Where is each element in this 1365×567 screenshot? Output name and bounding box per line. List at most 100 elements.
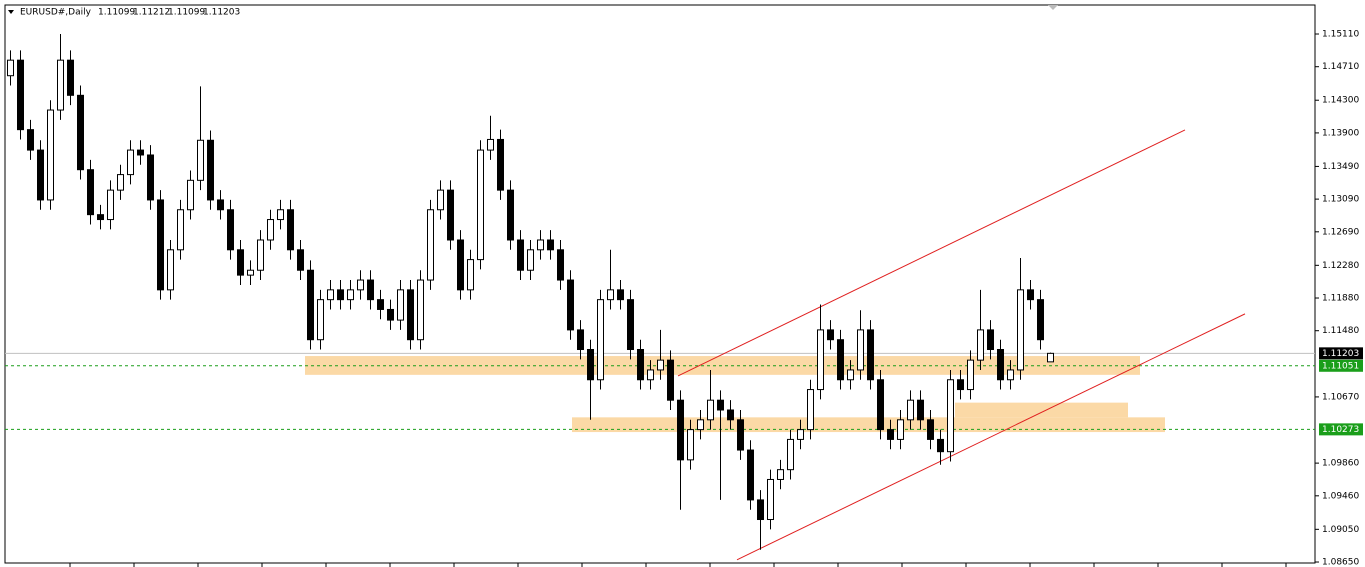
candle-body (37, 149, 44, 201)
candle-body (927, 419, 934, 440)
candle-body (997, 349, 1004, 381)
candle-body (497, 138, 504, 191)
y-tick-label: 1.09050 (1322, 525, 1359, 535)
y-tick-label: 1.09460 (1322, 491, 1359, 501)
candle-body (607, 289, 614, 301)
y-tick-label: 1.11880 (1322, 294, 1359, 304)
candle-body (177, 209, 184, 251)
candle-body (897, 419, 904, 440)
y-tick-label: 1.15110 (1322, 30, 1359, 40)
shift-marker (1048, 5, 1058, 10)
candle-body (917, 399, 924, 421)
current-price-label: 1.11203 (1322, 349, 1359, 359)
y-tick-label: 1.13900 (1322, 128, 1359, 138)
candle-body (77, 94, 84, 171)
candle-body (427, 209, 434, 281)
level-label: 1.10273 (1322, 425, 1359, 435)
symbol: EURUSD#,Daily (20, 8, 92, 18)
candle-body (57, 59, 64, 111)
candle-body (47, 109, 54, 201)
y-tick-label: 1.12280 (1322, 261, 1359, 271)
candle-body (907, 399, 914, 421)
candle-body (877, 379, 884, 431)
zones (305, 356, 1165, 433)
candles (7, 34, 1054, 550)
candle-body (647, 369, 654, 381)
candle-body (207, 139, 214, 201)
candle-body (167, 249, 174, 291)
candle-body (417, 279, 424, 341)
candle-body (187, 179, 194, 211)
candle-body (357, 279, 364, 291)
header-low: 1.11099 (168, 8, 205, 18)
candle-body (97, 214, 104, 221)
menu-arrow[interactable] (8, 10, 14, 14)
candle-body (1037, 299, 1044, 341)
level-box (1319, 423, 1363, 436)
trendline (677, 129, 1186, 377)
header-high: 1.11212 (133, 8, 170, 18)
candle-body (727, 409, 734, 421)
candle-body (157, 199, 164, 291)
candle-body (767, 478, 774, 521)
candle-body (287, 209, 294, 251)
candle-body (407, 289, 414, 341)
candle-body (517, 239, 524, 271)
candle-body (247, 269, 254, 276)
candle-body (887, 429, 894, 440)
candle-body (637, 349, 644, 381)
y-tick-label: 1.08650 (1322, 558, 1359, 567)
candle-body (267, 219, 274, 241)
candle-body (697, 419, 704, 431)
candle-body (687, 429, 694, 461)
candle-body (597, 299, 604, 381)
candle-body (147, 154, 154, 201)
candle-body (747, 449, 754, 501)
candle-body (737, 419, 744, 451)
candle-body (657, 359, 664, 371)
candle-body (397, 289, 404, 321)
candle-body (547, 239, 554, 251)
candle-body (507, 189, 514, 241)
candle-body (257, 239, 264, 271)
candle-body (1047, 352, 1054, 363)
candle-body (107, 189, 114, 221)
candle-body (377, 299, 384, 310)
candle-body (457, 239, 464, 291)
candle-body (757, 499, 764, 521)
zone (955, 402, 1128, 418)
candle-body (937, 438, 944, 453)
candle-body (1017, 289, 1024, 371)
y-tick-label: 1.13490 (1322, 162, 1359, 172)
candle-body (987, 329, 994, 351)
candle-body (327, 289, 334, 301)
candle-body (857, 329, 864, 371)
candle-body (127, 149, 134, 176)
candle-body (7, 59, 14, 77)
candle-body (277, 209, 284, 221)
candle-body (627, 299, 634, 351)
candle-body (777, 469, 784, 480)
level-label: 1.11051 (1322, 361, 1359, 371)
candle-body (487, 138, 494, 151)
candle-body (947, 379, 954, 453)
current-price-box (1319, 347, 1363, 360)
candle-body (367, 279, 374, 301)
candle-body (387, 308, 394, 321)
candle-body (307, 269, 314, 341)
candle-body (827, 329, 834, 341)
zone (305, 356, 1140, 375)
price-axis: 1.15110 1.14710 1.14300 1.13900 1.13490 1.130… (69, 30, 1363, 567)
candle-body (837, 339, 844, 381)
trendline (736, 313, 1246, 561)
candle-body (537, 239, 544, 251)
candle-body (617, 289, 624, 301)
candle-body (137, 149, 144, 156)
candle-body (317, 299, 324, 341)
plot-frame (4, 4, 1316, 564)
candle-body (437, 189, 444, 211)
candle-body (227, 209, 234, 251)
candle-body (787, 438, 794, 471)
